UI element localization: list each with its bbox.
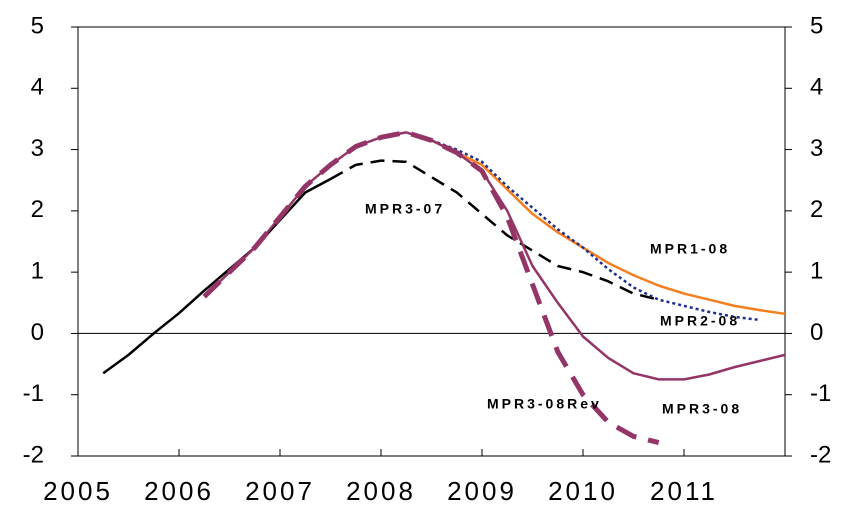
series-label: MPR1-08: [650, 241, 730, 257]
y2-tick-label: 3: [810, 135, 823, 162]
x-tick-label: 2008: [346, 476, 416, 506]
y-tick-label: 3: [31, 135, 44, 162]
series-label: MPR3-08: [662, 401, 742, 417]
plot-frame: [77, 26, 786, 457]
y2-tick-label: 1: [810, 257, 823, 284]
y-tick-label: 1: [31, 257, 44, 284]
series-line: [431, 139, 760, 322]
y2-tick-label: 0: [810, 319, 823, 346]
y-tick-label: 2: [31, 196, 44, 223]
series-line: [102, 177, 332, 375]
y-tick-label: -1: [23, 380, 44, 407]
series-label: MPR2-08: [660, 313, 740, 329]
x-tick-label: 2005: [43, 476, 113, 506]
y2-tick-label: 2: [810, 196, 823, 223]
y-tick-label: 4: [31, 74, 44, 101]
series-line: [430, 139, 786, 316]
y2-tick-label: 5: [810, 12, 823, 39]
x-tick-label: 2011: [650, 476, 718, 506]
x-tick-label: 2007: [245, 476, 315, 506]
y2-tick-label: 4: [810, 74, 823, 101]
y2-tick-label: -2: [810, 441, 831, 468]
x-tick-label: 2009: [447, 476, 517, 506]
x-tick-label: 2006: [144, 476, 214, 506]
series-label: MPR3-08Rev: [487, 396, 602, 412]
series-label: MPR3-07: [365, 201, 445, 217]
y-tick-label: 5: [31, 12, 44, 39]
y2-tick-label: -1: [810, 380, 831, 407]
x-tick-label: 2010: [548, 476, 618, 506]
y-tick-label: 0: [31, 319, 44, 346]
series-line: [203, 131, 786, 381]
y-tick-label: -2: [23, 441, 44, 468]
series-line: [329, 159, 660, 301]
